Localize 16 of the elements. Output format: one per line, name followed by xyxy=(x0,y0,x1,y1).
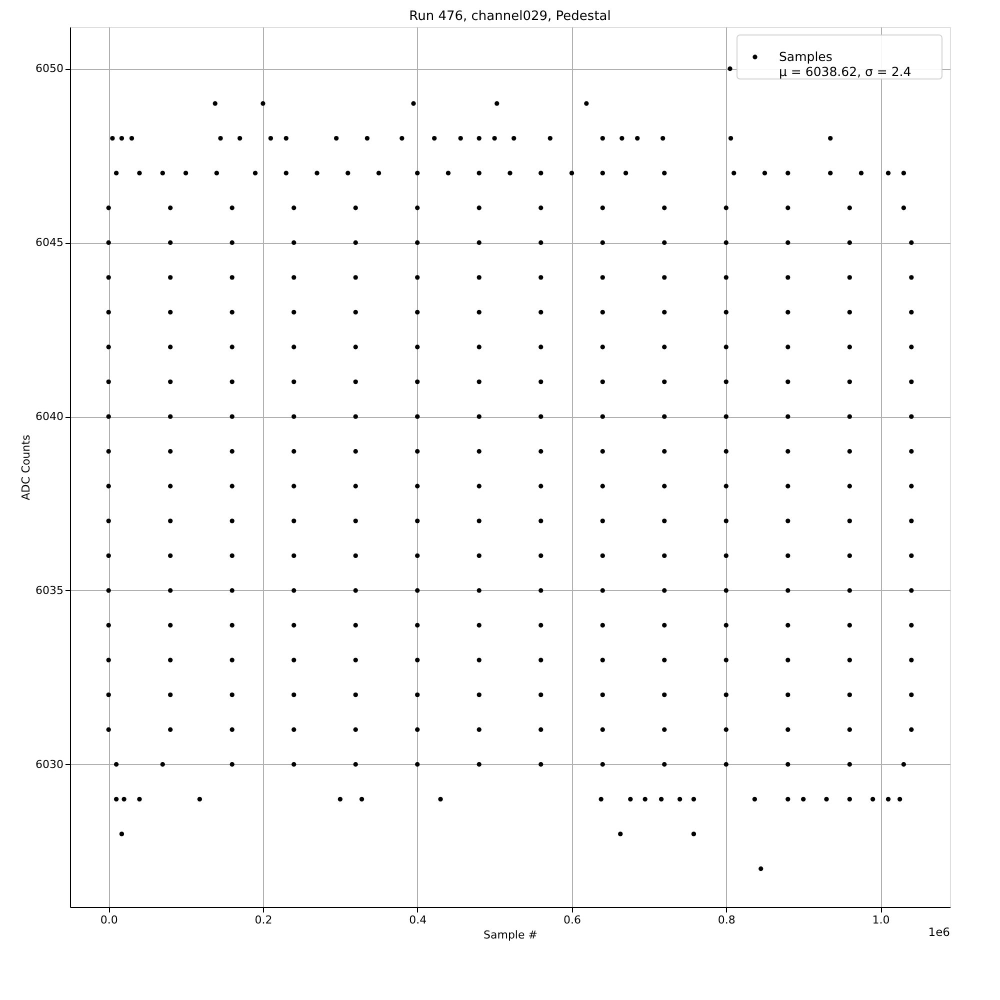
x-tick-label: 1.0 xyxy=(872,914,890,926)
x-tick-label: 0.6 xyxy=(564,914,582,926)
text: 1e6 xyxy=(928,925,950,939)
y-tick-label: 6030 xyxy=(36,758,64,771)
y-axis-title: ADC Counts xyxy=(20,434,33,500)
x-tick-label: 0.8 xyxy=(718,914,736,926)
x-tick-label: 0.2 xyxy=(254,914,272,926)
x-axis-title: Sample # xyxy=(484,928,538,942)
y-tick-label: 6050 xyxy=(36,62,64,76)
y-tick-label: 6045 xyxy=(36,236,64,250)
y-tick-label: 6040 xyxy=(36,410,64,424)
chart-title: Run 476, channel029, Pedestal xyxy=(409,9,611,24)
y-tick-label: 6035 xyxy=(36,584,64,597)
legend-label: Samples μ = 6038.62, σ = 2.4 xyxy=(779,49,912,79)
x-tick-label: 0.0 xyxy=(100,914,118,926)
x-tick-label: 0.4 xyxy=(409,914,427,926)
